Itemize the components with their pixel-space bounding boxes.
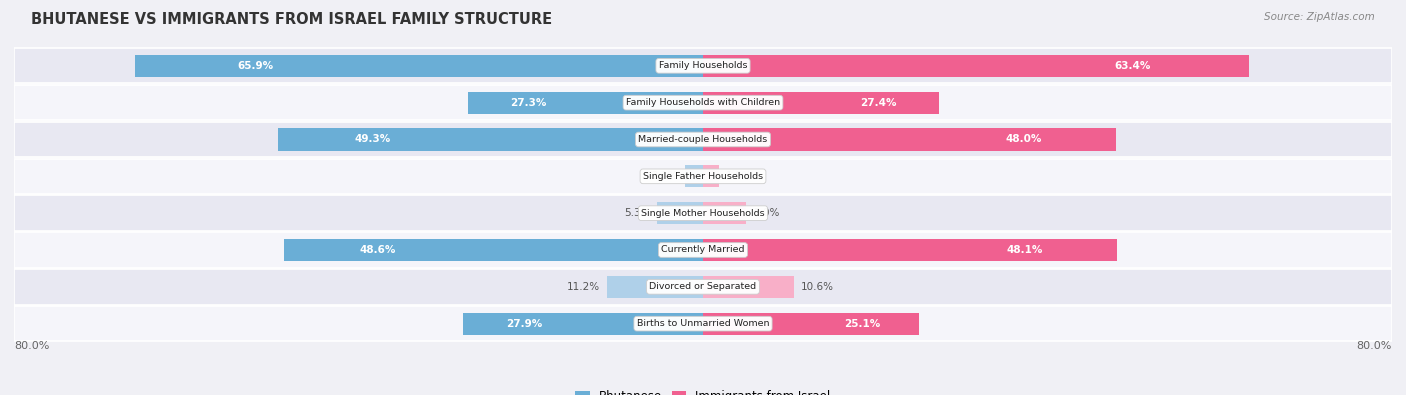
Text: 48.0%: 48.0% bbox=[1005, 134, 1042, 145]
Bar bbox=[703, 165, 718, 187]
Text: 5.0%: 5.0% bbox=[754, 208, 779, 218]
Bar bbox=[606, 276, 703, 298]
Bar bbox=[14, 269, 1392, 305]
Text: Births to Unmarried Women: Births to Unmarried Women bbox=[637, 319, 769, 328]
Bar bbox=[14, 48, 1392, 83]
Bar bbox=[135, 55, 703, 77]
Text: 1.8%: 1.8% bbox=[725, 171, 752, 181]
Text: 48.1%: 48.1% bbox=[1007, 245, 1043, 255]
Text: Family Households: Family Households bbox=[659, 61, 747, 70]
Text: 27.4%: 27.4% bbox=[860, 98, 897, 108]
Bar bbox=[703, 128, 1116, 150]
Text: 48.6%: 48.6% bbox=[360, 245, 396, 255]
Text: 63.4%: 63.4% bbox=[1115, 61, 1150, 71]
Legend: Bhutanese, Immigrants from Israel: Bhutanese, Immigrants from Israel bbox=[571, 385, 835, 395]
Text: 5.3%: 5.3% bbox=[624, 208, 651, 218]
Text: Currently Married: Currently Married bbox=[661, 245, 745, 254]
Bar bbox=[463, 312, 703, 335]
Text: Single Father Households: Single Father Households bbox=[643, 172, 763, 181]
Text: 11.2%: 11.2% bbox=[567, 282, 599, 292]
Text: 27.3%: 27.3% bbox=[510, 98, 547, 108]
Bar bbox=[14, 306, 1392, 341]
Text: 49.3%: 49.3% bbox=[354, 134, 391, 145]
Bar bbox=[278, 128, 703, 150]
Bar bbox=[14, 232, 1392, 268]
Bar bbox=[703, 202, 747, 224]
Bar bbox=[703, 276, 794, 298]
Bar bbox=[14, 85, 1392, 120]
Text: 80.0%: 80.0% bbox=[14, 342, 49, 352]
Text: Single Mother Households: Single Mother Households bbox=[641, 209, 765, 218]
Bar bbox=[14, 196, 1392, 231]
Bar bbox=[685, 165, 703, 187]
Text: BHUTANESE VS IMMIGRANTS FROM ISRAEL FAMILY STRUCTURE: BHUTANESE VS IMMIGRANTS FROM ISRAEL FAMI… bbox=[31, 12, 553, 27]
Text: Married-couple Households: Married-couple Households bbox=[638, 135, 768, 144]
Text: 2.1%: 2.1% bbox=[651, 171, 678, 181]
Text: 80.0%: 80.0% bbox=[1357, 342, 1392, 352]
Text: Divorced or Separated: Divorced or Separated bbox=[650, 282, 756, 292]
Text: 25.1%: 25.1% bbox=[844, 319, 880, 329]
Text: Family Households with Children: Family Households with Children bbox=[626, 98, 780, 107]
Text: 10.6%: 10.6% bbox=[801, 282, 834, 292]
Text: 27.9%: 27.9% bbox=[506, 319, 543, 329]
Bar bbox=[284, 239, 703, 261]
Bar bbox=[703, 55, 1249, 77]
Text: 65.9%: 65.9% bbox=[238, 61, 274, 71]
Bar bbox=[468, 92, 703, 114]
Bar bbox=[14, 159, 1392, 194]
Bar bbox=[703, 239, 1118, 261]
Bar bbox=[14, 122, 1392, 157]
Bar bbox=[703, 92, 939, 114]
Text: Source: ZipAtlas.com: Source: ZipAtlas.com bbox=[1264, 12, 1375, 22]
Bar bbox=[703, 312, 920, 335]
Bar bbox=[658, 202, 703, 224]
